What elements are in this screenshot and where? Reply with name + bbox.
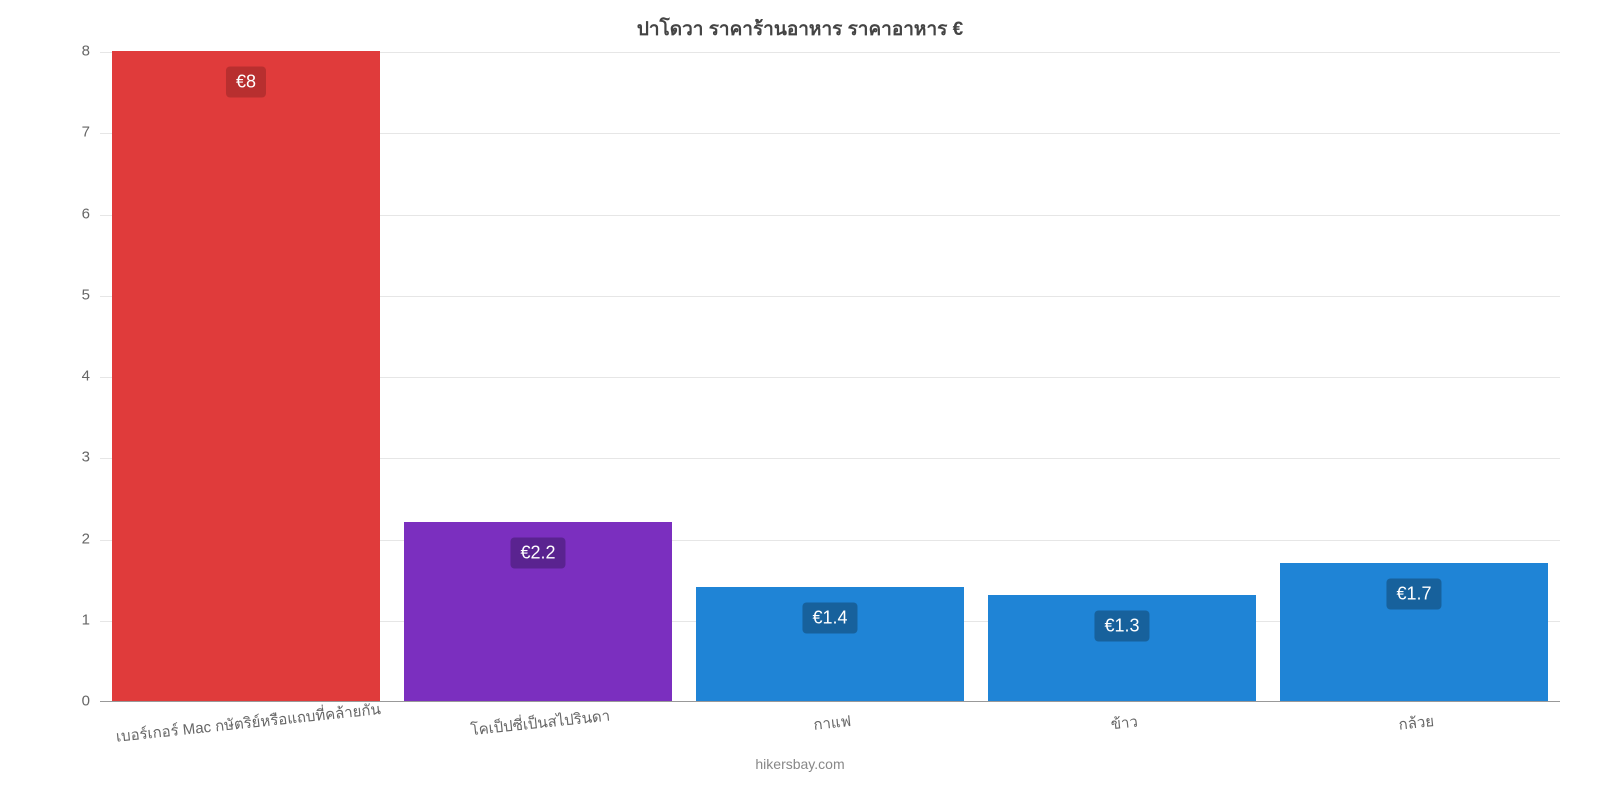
value-badge: €8 (226, 67, 266, 98)
plot-area: 012345678€8เบอร์เกอร์ Mac กษัตริย์หรือแถ… (100, 52, 1560, 702)
value-badge: €1.3 (1094, 611, 1149, 642)
y-tick-label: 6 (82, 205, 100, 222)
y-tick-label: 4 (82, 368, 100, 385)
x-tick-label: ข้าว (1109, 700, 1140, 737)
x-tick-label: กล้วย (1396, 699, 1435, 737)
bar: €2.2 (404, 522, 673, 701)
bar: €1.4 (696, 587, 965, 701)
y-tick-label: 5 (82, 286, 100, 303)
x-tick-label: กาแฟ (811, 699, 852, 737)
chart-title: ปาโดวา ราคาร้านอาหาร ราคาอาหาร € (0, 14, 1600, 44)
bar: €8 (112, 51, 381, 701)
y-tick-label: 7 (82, 124, 100, 141)
value-badge: €1.7 (1386, 578, 1441, 609)
y-tick-label: 8 (82, 43, 100, 60)
y-tick-label: 2 (82, 530, 100, 547)
value-badge: €1.4 (802, 603, 857, 634)
y-tick-label: 1 (82, 611, 100, 628)
y-tick-label: 0 (82, 693, 100, 710)
y-tick-label: 3 (82, 449, 100, 466)
credit-text: hikersbay.com (0, 756, 1600, 772)
value-badge: €2.2 (510, 538, 565, 569)
bar: €1.7 (1280, 563, 1549, 701)
bar: €1.3 (988, 595, 1257, 701)
